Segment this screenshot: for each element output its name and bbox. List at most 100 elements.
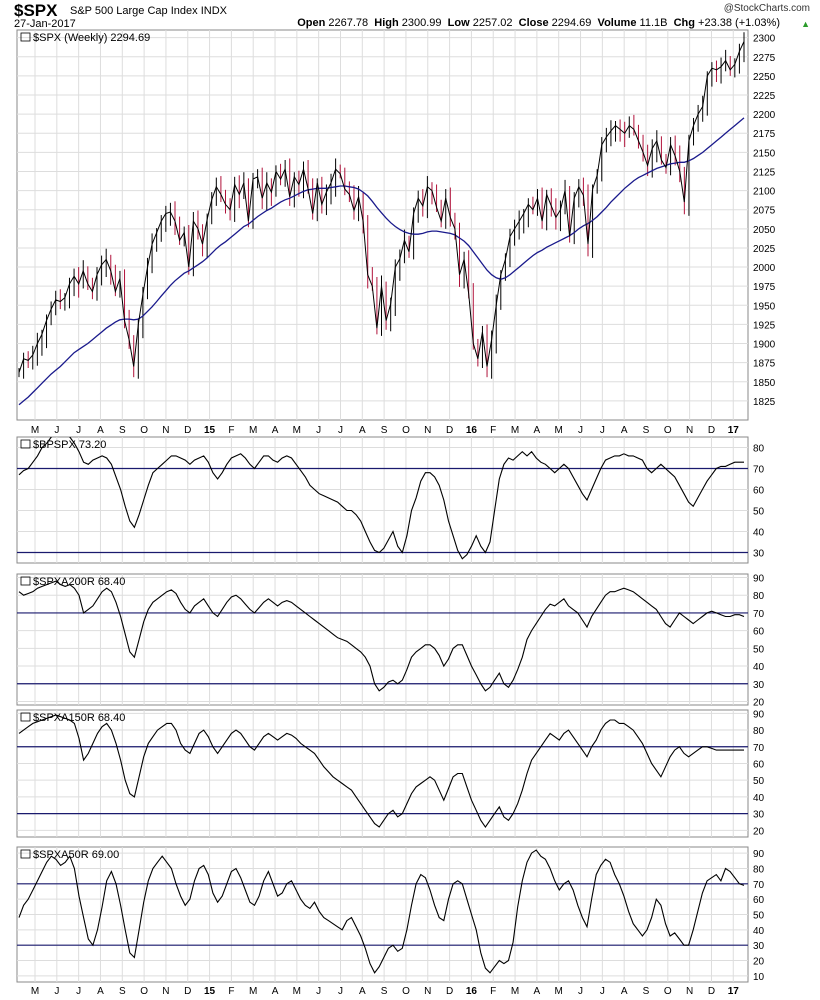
- panel-title: $BPSPX 73.20: [33, 439, 106, 451]
- month-label-top: M: [555, 425, 563, 436]
- month-label-bottom: N: [686, 986, 693, 997]
- panel-frame: [16, 436, 749, 564]
- close-label: Close: [518, 17, 549, 29]
- month-label-bottom: J: [338, 986, 343, 997]
- month-label-top: A: [97, 425, 104, 436]
- chart-panel-0: 1825 1850 1875 1900 1925 1950 1975 2000 2025 2050…: [16, 29, 776, 421]
- month-label-bottom: 16: [466, 986, 478, 997]
- y-tick-label: 30: [753, 549, 765, 560]
- month-label-bottom: J: [54, 986, 59, 997]
- chg-label: Chg: [673, 17, 695, 29]
- plot-area: [18, 849, 745, 974]
- y-tick-label: 70: [753, 743, 765, 754]
- low-label: Low: [447, 17, 470, 29]
- y-tick-label: 20: [753, 697, 765, 708]
- y-tick-label: 2200: [753, 110, 776, 121]
- month-label-top: S: [643, 425, 650, 436]
- month-label-bottom: A: [97, 986, 104, 997]
- y-tick-label: 40: [753, 528, 765, 539]
- month-label-top: J: [316, 425, 321, 436]
- exchange-text: INDX: [200, 5, 227, 17]
- month-label-bottom: S: [643, 986, 650, 997]
- month-label-top: J: [600, 425, 605, 436]
- month-label-bottom: A: [621, 986, 628, 997]
- month-label-top: D: [184, 425, 191, 436]
- y-tick-label: 2175: [753, 129, 776, 140]
- y-tick-label: 2150: [753, 148, 776, 159]
- y-tick-label: 10: [753, 972, 765, 983]
- y-tick-label: 40: [753, 926, 765, 937]
- month-label-bottom: M: [249, 986, 257, 997]
- y-tick-label: 60: [753, 759, 765, 770]
- close-value: 2294.69: [551, 17, 592, 29]
- month-label-top: O: [402, 425, 410, 436]
- y-tick-label: 90: [753, 574, 765, 585]
- y-tick-label: 50: [753, 776, 765, 787]
- y-tick-label: 2275: [753, 53, 776, 64]
- y-tick-label: 90: [753, 709, 765, 720]
- month-label-top: J: [76, 425, 81, 436]
- symbol-title: $SPX: [14, 1, 58, 20]
- month-label-bottom: O: [402, 986, 410, 997]
- y-tick-label: 30: [753, 810, 765, 821]
- month-label-bottom: D: [446, 986, 453, 997]
- month-label-top: N: [162, 425, 169, 436]
- y-tick-label: 50: [753, 911, 765, 922]
- month-label-bottom: M: [31, 986, 39, 997]
- month-label-bottom: 17: [728, 986, 740, 997]
- month-label-bottom: O: [664, 986, 672, 997]
- month-label-top: O: [140, 425, 148, 436]
- ohlc-readout: Open 2267.78 High 2300.99 Low 2257.02 Cl…: [297, 17, 780, 29]
- month-label-bottom: N: [162, 986, 169, 997]
- y-tick-label: 2300: [753, 34, 776, 45]
- month-label-top: F: [490, 425, 496, 436]
- indicator-line: [18, 580, 745, 692]
- panel-frame: [16, 709, 749, 838]
- y-tick-label: 80: [753, 864, 765, 875]
- y-tick-label: 80: [753, 591, 765, 602]
- month-label-bottom: J: [316, 986, 321, 997]
- credit-label: @StockCharts.com: [723, 3, 810, 14]
- month-label-bottom: A: [359, 986, 366, 997]
- open-value: 2267.78: [328, 17, 369, 29]
- y-tick-label: 60: [753, 486, 765, 497]
- month-label-bottom: S: [381, 986, 388, 997]
- y-tick-label: 2050: [753, 225, 776, 236]
- chg-value: +23.38 (+1.03%): [698, 17, 780, 29]
- month-label-top: S: [381, 425, 388, 436]
- month-label-top: M: [31, 425, 39, 436]
- indicator-line: [18, 714, 744, 828]
- y-tick-label: 2250: [753, 72, 776, 83]
- indicator-line: [18, 437, 744, 560]
- month-label-top: S: [119, 425, 126, 436]
- y-tick-label: 1850: [753, 378, 776, 389]
- panel-menu-icon: [20, 32, 31, 42]
- y-tick-label: 50: [753, 507, 765, 518]
- price-close-line: [18, 41, 745, 373]
- y-tick-label: 2000: [753, 263, 776, 274]
- panel-frame: [16, 29, 749, 421]
- month-label-bottom: A: [534, 986, 541, 997]
- month-label-bottom: N: [424, 986, 431, 997]
- month-label-top: N: [686, 425, 693, 436]
- indicator-line: [18, 849, 745, 974]
- month-label-top: J: [578, 425, 583, 436]
- panel-title: $SPXA200R 68.40: [33, 576, 125, 588]
- month-label-top: A: [272, 425, 279, 436]
- month-label-bottom: J: [600, 986, 605, 997]
- chart-panel-3: 20 30 40 50 60 70 80 90 $SPXA150R 68.40: [16, 709, 765, 838]
- y-tick-label: 20: [753, 957, 765, 968]
- chart-panel-2: 20 30 40 50 60 70 80 90 $SPXA200R 68.40: [16, 573, 765, 708]
- y-tick-label: 20: [753, 826, 765, 837]
- y-tick-label: 40: [753, 662, 765, 673]
- y-tick-label: 90: [753, 849, 765, 860]
- y-tick-label: 70: [753, 465, 765, 476]
- plot-area: [18, 32, 745, 406]
- y-tick-label: 1925: [753, 320, 776, 331]
- y-tick-label: 1975: [753, 282, 776, 293]
- low-value: 2257.02: [472, 17, 513, 29]
- month-label-top: 15: [204, 425, 216, 436]
- month-label-bottom: J: [578, 986, 583, 997]
- month-label-top: M: [293, 425, 301, 436]
- y-tick-label: 70: [753, 880, 765, 891]
